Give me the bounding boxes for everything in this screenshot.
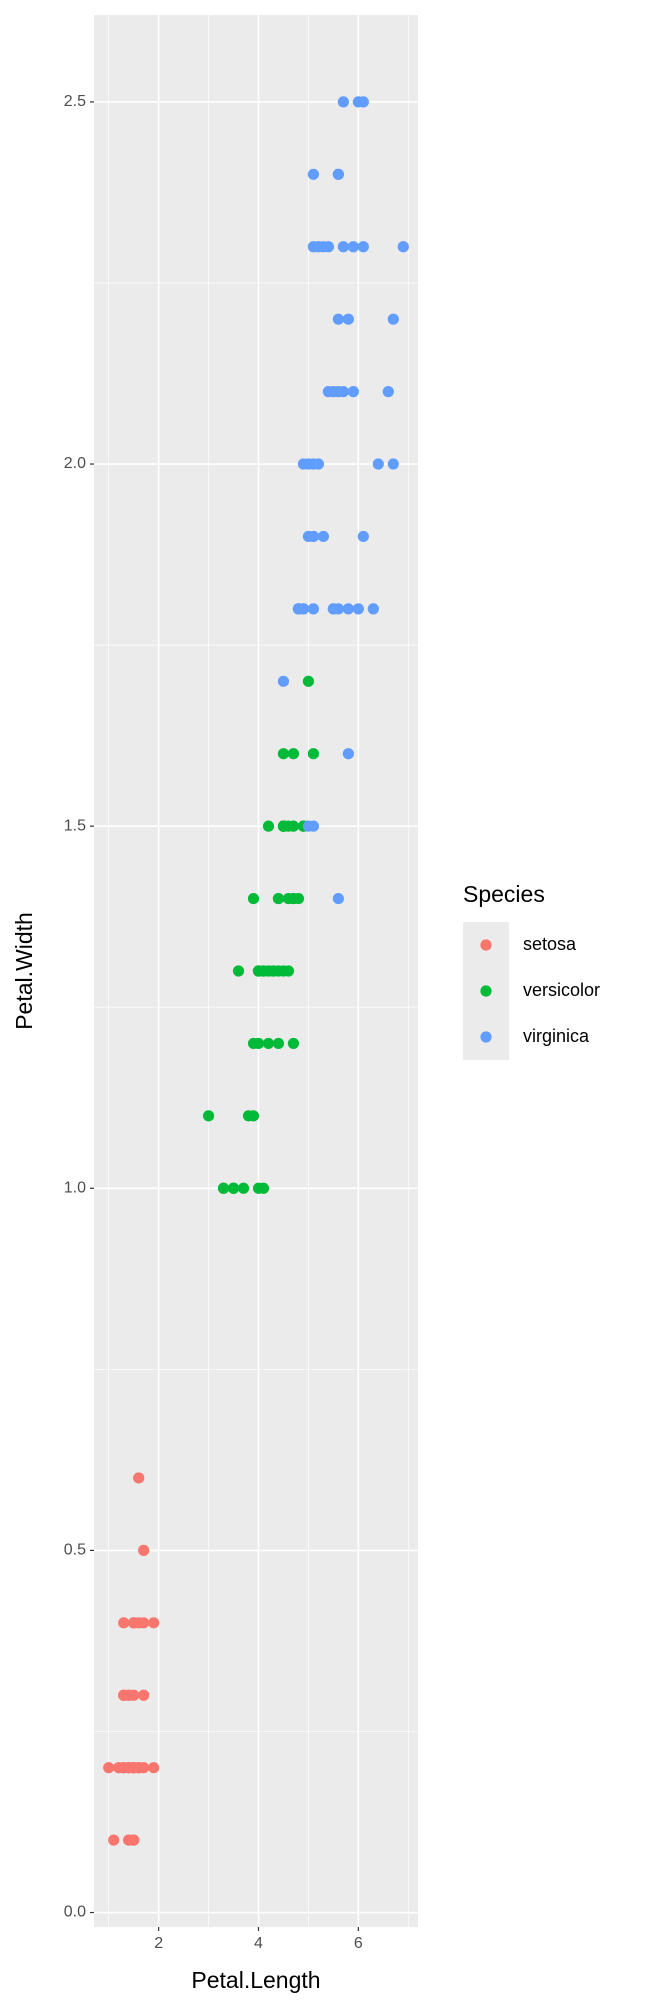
point	[287, 820, 300, 832]
point	[242, 1110, 255, 1122]
point	[332, 313, 344, 325]
point	[302, 530, 315, 543]
legend-label: virginica	[523, 1026, 590, 1046]
point	[312, 241, 325, 253]
point	[262, 820, 275, 832]
point	[257, 965, 270, 977]
point	[312, 458, 325, 470]
point	[307, 168, 320, 180]
x-tick-label: 6	[354, 1935, 363, 1952]
y-tick-label: 2.5	[64, 93, 86, 110]
point	[103, 1762, 115, 1774]
point	[123, 1762, 135, 1774]
y-tick-label: 0.0	[64, 1904, 86, 1921]
point	[227, 1182, 240, 1194]
point	[148, 1762, 160, 1774]
point	[387, 458, 399, 470]
point	[367, 603, 379, 615]
y-tick-label: 1.5	[64, 817, 86, 834]
point	[332, 168, 344, 180]
point	[337, 96, 349, 108]
point	[287, 1037, 300, 1050]
x-axis-title: Petal.Length	[191, 1967, 320, 1993]
point	[252, 1037, 265, 1050]
plot-area	[94, 15, 418, 1927]
point	[322, 386, 334, 398]
point	[282, 892, 295, 905]
y-tick-label: 1.0	[64, 1179, 86, 1196]
point	[307, 603, 320, 615]
legend-label: versicolor	[523, 980, 600, 1000]
point	[287, 748, 300, 760]
point	[262, 1037, 275, 1050]
point	[332, 892, 344, 905]
legend-key	[480, 1031, 492, 1043]
point	[282, 965, 295, 977]
point	[327, 603, 339, 615]
point	[307, 820, 320, 832]
point	[123, 1834, 135, 1846]
point	[108, 1834, 120, 1846]
point	[257, 1182, 270, 1194]
y-tick-label: 2.0	[64, 455, 86, 472]
point	[267, 965, 280, 977]
point	[292, 603, 305, 615]
y-tick-label: 0.5	[64, 1542, 86, 1559]
point	[347, 386, 359, 398]
point	[317, 530, 329, 543]
point	[277, 820, 290, 832]
point	[342, 313, 354, 325]
legend-label: setosa	[523, 934, 577, 954]
point	[277, 748, 290, 760]
legend-key	[480, 985, 492, 997]
x-tick-label: 4	[254, 1935, 263, 1952]
legend-key	[480, 939, 492, 951]
point	[247, 892, 260, 905]
point	[292, 892, 305, 905]
point	[237, 1182, 250, 1194]
point	[148, 1617, 160, 1629]
y-axis-title: Petal.Width	[11, 912, 37, 1030]
point	[272, 1037, 285, 1050]
point	[382, 386, 394, 398]
point	[123, 1689, 135, 1701]
point	[342, 603, 354, 615]
point	[387, 313, 399, 325]
point	[232, 965, 245, 977]
point	[297, 458, 310, 470]
point	[118, 1617, 130, 1629]
point	[133, 1472, 145, 1484]
point	[138, 1689, 150, 1701]
point	[302, 675, 315, 687]
point	[342, 748, 354, 760]
point	[397, 241, 409, 253]
point	[307, 748, 320, 760]
point	[357, 241, 369, 253]
point	[217, 1182, 230, 1194]
point	[277, 675, 290, 687]
point	[352, 603, 364, 615]
point	[347, 241, 359, 253]
point	[357, 96, 369, 108]
legend-title: Species	[463, 881, 545, 907]
point	[202, 1110, 215, 1122]
point	[332, 386, 344, 398]
x-tick-label: 2	[154, 1935, 163, 1952]
point	[138, 1544, 150, 1556]
point	[322, 241, 334, 253]
point	[128, 1617, 140, 1629]
point	[372, 458, 384, 470]
point	[272, 892, 285, 905]
point	[357, 530, 369, 543]
point	[337, 241, 349, 253]
